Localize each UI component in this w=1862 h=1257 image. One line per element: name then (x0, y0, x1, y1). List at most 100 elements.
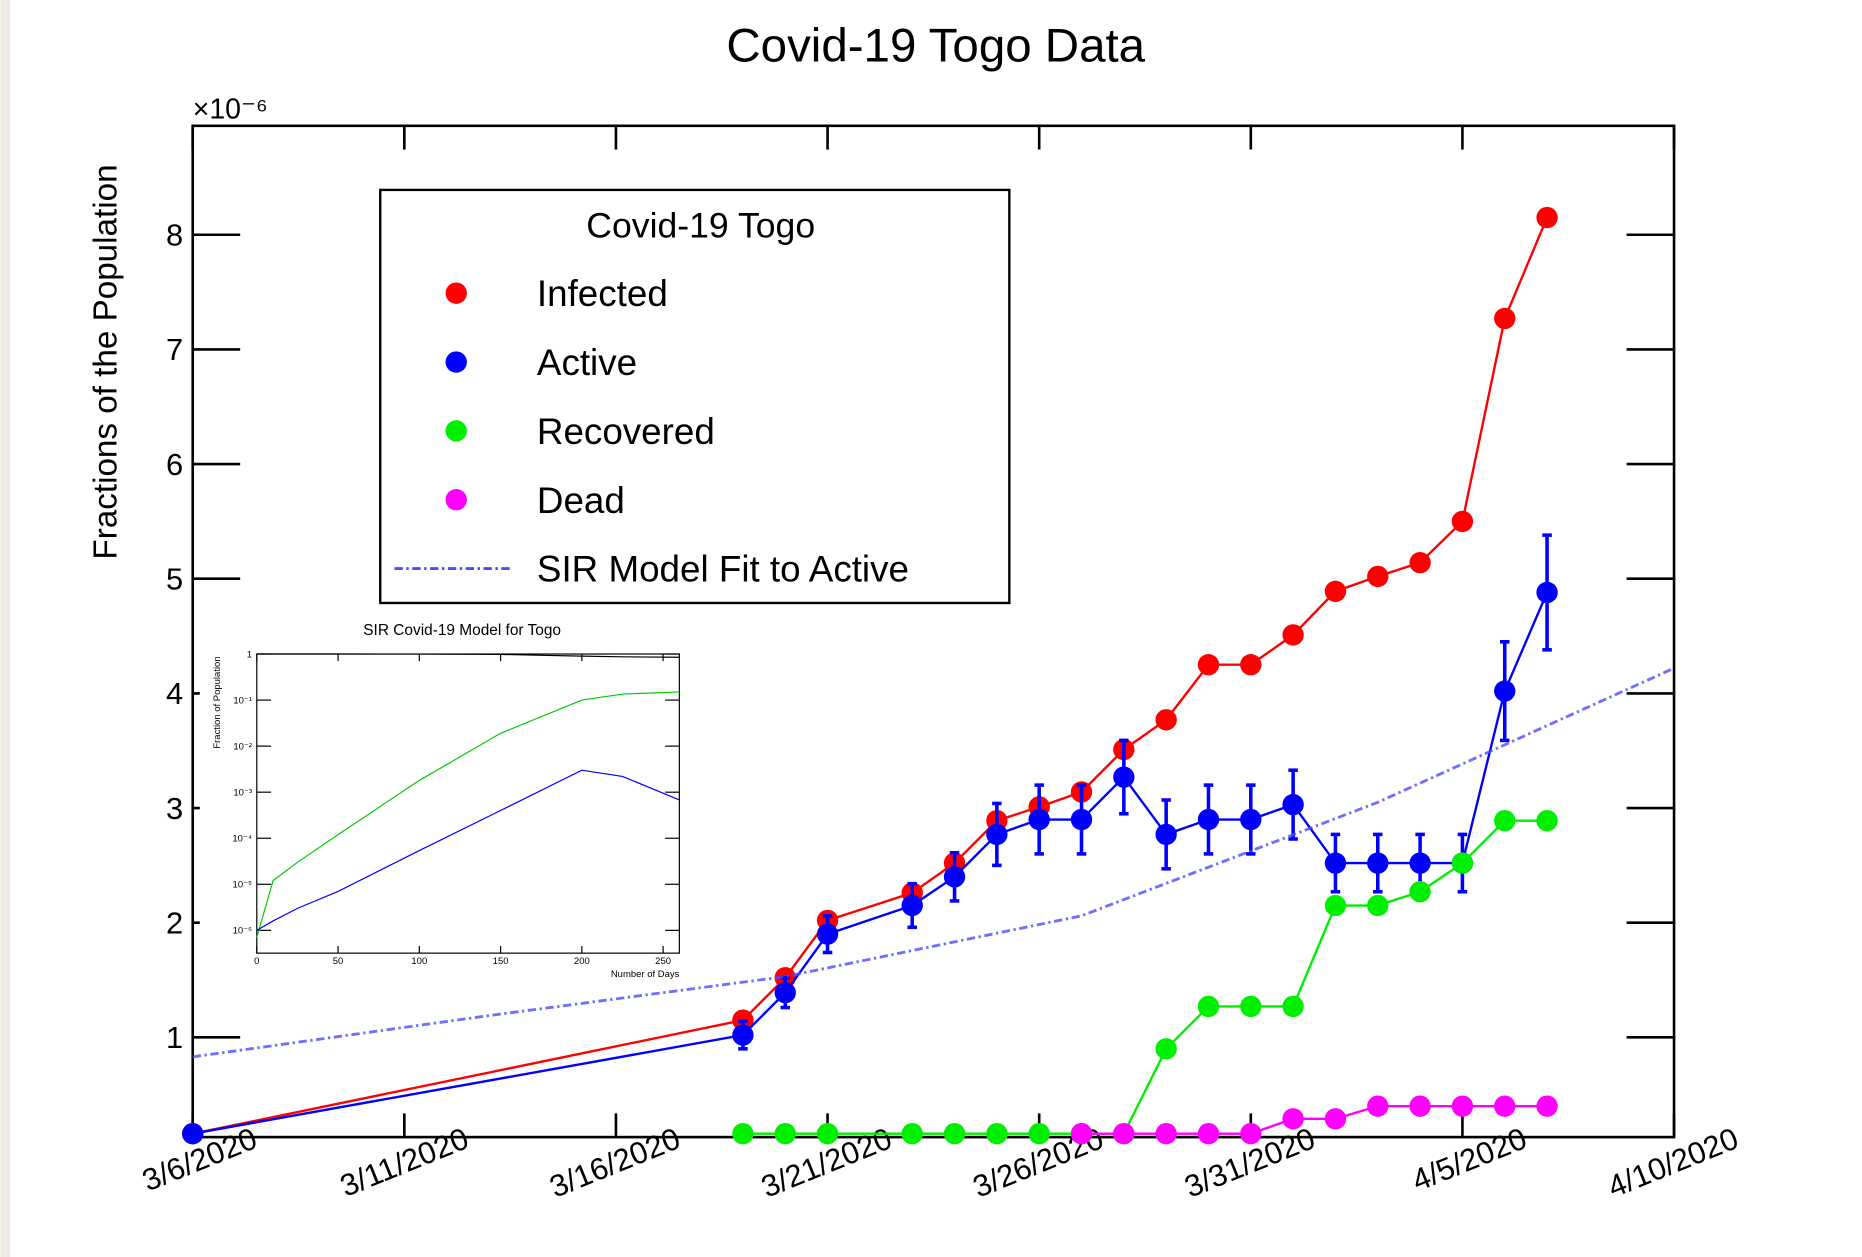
chart-title: Covid-19 Togo Data (726, 20, 1145, 73)
data-point (1282, 995, 1304, 1018)
y-axis-title: Fractions of the Population (88, 164, 125, 559)
data-point (1451, 1095, 1474, 1117)
y-tick-label: 5 (166, 562, 183, 597)
legend-swatch (445, 282, 467, 304)
legend-label: Active (537, 342, 637, 383)
data-point (943, 866, 966, 888)
data-point (1324, 894, 1347, 917)
data-point (732, 1122, 754, 1145)
data-point (1070, 808, 1093, 831)
legend-title: Covid-19 Togo (586, 205, 815, 245)
data-point (986, 823, 1008, 846)
data-point (1451, 510, 1474, 533)
data-point (1367, 894, 1389, 917)
series-line (256, 691, 680, 938)
x-tick-label: 0 (254, 956, 259, 967)
data-point (1113, 1122, 1135, 1145)
x-axis-title: Number of Days (611, 969, 680, 980)
data-point (1536, 1095, 1558, 1117)
data-point (901, 1122, 923, 1145)
data-point (816, 923, 839, 945)
data-point (1028, 808, 1050, 831)
data-point (1113, 766, 1135, 788)
data-point (1494, 1095, 1516, 1117)
legend-label: Dead (537, 480, 625, 521)
y-tick-label: 10⁻³ (233, 788, 252, 799)
legend-label: Recovered (537, 411, 715, 452)
y-tick-label: 6 (166, 447, 183, 482)
inset-background (199, 618, 694, 977)
data-point (1155, 1122, 1177, 1145)
data-point (1324, 1108, 1347, 1130)
data-point (1155, 709, 1177, 731)
data-point (901, 894, 923, 917)
series-line (256, 769, 680, 931)
data-point (1324, 580, 1347, 603)
data-point (1536, 206, 1558, 229)
y-tick-label: 10⁻¹ (233, 695, 252, 706)
fit-line (192, 666, 1675, 1059)
data-point (816, 1122, 839, 1145)
y-tick-label: 1 (166, 1020, 183, 1055)
y-tick-label: 1 (247, 649, 252, 660)
data-point (774, 1122, 796, 1145)
data-point (1494, 307, 1516, 330)
data-point (1155, 1038, 1177, 1060)
data-point (1197, 654, 1220, 676)
data-point (1367, 1095, 1389, 1117)
data-point (1367, 565, 1389, 588)
y-tick-label: 10⁻⁶ (233, 926, 253, 937)
y-tick-label: 4 (166, 676, 183, 711)
data-point (1240, 654, 1262, 676)
page-edge (0, 0, 10, 1257)
x-tick-label: 50 (333, 956, 344, 967)
y-tick-label: 3 (166, 791, 183, 826)
data-point (1451, 852, 1474, 874)
x-tick-label: 150 (493, 956, 509, 967)
data-point (1282, 1108, 1304, 1130)
data-point (1240, 995, 1262, 1018)
data-point (943, 1122, 966, 1145)
data-point (1282, 624, 1304, 646)
data-point (1409, 1095, 1431, 1117)
data-point (1494, 680, 1516, 702)
data-point (1155, 823, 1177, 846)
y-tick-label: 7 (166, 332, 183, 367)
data-point (1536, 581, 1558, 604)
data-point (1197, 808, 1220, 831)
data-point (1536, 809, 1558, 832)
legend-label: SIR Model Fit to Active (537, 549, 909, 590)
data-point (1028, 1122, 1050, 1145)
inset-title: SIR Covid-19 Model for Togo (363, 622, 561, 639)
y-tick-label: 10⁻² (233, 741, 252, 752)
legend-box (379, 188, 1011, 605)
data-point (1324, 852, 1347, 874)
data-point (1240, 808, 1262, 831)
data-point (1494, 809, 1516, 832)
legend-label: Infected (537, 273, 668, 314)
data-point (986, 1122, 1008, 1145)
y-multiplier: ×10⁻⁶ (193, 94, 268, 126)
data-point (1070, 1122, 1093, 1145)
data-point (1240, 1122, 1262, 1145)
legend-swatch (445, 420, 467, 442)
y-axis-title: Fraction of Population (212, 656, 223, 748)
x-tick-label: 200 (574, 956, 590, 967)
x-tick-label: 100 (411, 956, 427, 967)
y-tick-label: 10⁻⁵ (233, 880, 253, 891)
data-point (774, 981, 796, 1004)
data-point (1367, 852, 1389, 874)
y-tick-label: 8 (166, 218, 183, 253)
data-point (1197, 1122, 1220, 1145)
data-point (182, 1122, 204, 1145)
data-point (1409, 881, 1431, 903)
data-point (1409, 852, 1431, 874)
series-line (256, 653, 680, 658)
plot-frame (191, 124, 1676, 1139)
data-point (1197, 995, 1220, 1018)
x-tick-label: 250 (655, 956, 671, 967)
y-tick-label: 10⁻⁴ (232, 834, 252, 845)
data-point (1282, 793, 1304, 816)
data-point (1409, 551, 1431, 574)
